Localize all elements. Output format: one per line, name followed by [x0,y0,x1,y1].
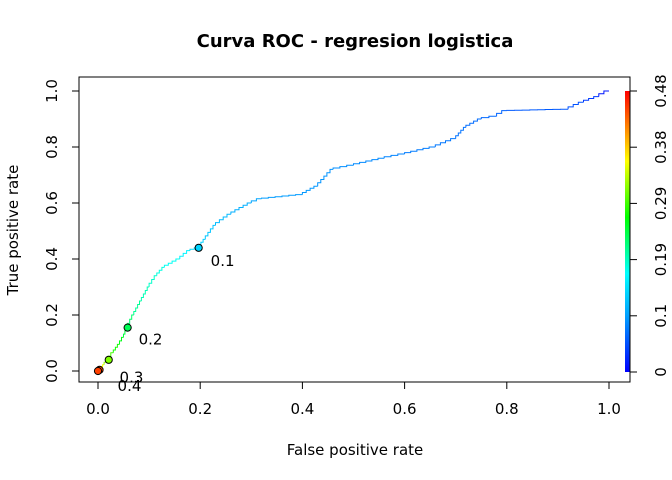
roc-segment [215,213,231,226]
cutoff-point [93,366,103,376]
roc-segment [148,275,157,287]
y-axis-label: True positive rate [4,165,22,297]
colorbar-tick-label: 0.1 [652,304,670,328]
y-axis: 0.0 0.2 0.4 0.6 0.8 1.0 [43,79,80,383]
x-tick-label: 0.0 [86,400,110,418]
roc-segment [465,118,482,128]
roc-segment [383,153,405,159]
y-tick-label: 0.2 [43,303,61,327]
roc-segment [156,266,165,276]
cutoff-point [123,323,132,332]
cutoff-point [194,243,203,252]
roc-segment [204,224,216,240]
x-tick-label: 0.4 [290,400,314,418]
cutoff-label: 0.1 [211,252,235,270]
colorbar-tick-label: 0.19 [652,243,670,276]
roc-segment [261,194,303,199]
y-tick-label: 0.0 [43,359,61,383]
roc-segment [567,101,584,110]
y-tick-label: 0.4 [43,247,61,271]
x-tick-label: 0.2 [188,400,212,418]
roc-segment [455,126,466,139]
roc-segment [434,138,456,147]
x-tick-label: 0.6 [393,400,417,418]
roc-segment [112,343,120,353]
cutoff-point [104,355,113,364]
roc-segment [140,286,150,301]
roc-segment [496,110,507,117]
roc-segment [163,258,180,268]
x-tick-label: 0.8 [495,400,519,418]
cutoff-label: 0.2 [139,331,163,349]
roc-segment [127,314,134,328]
roc-segment [179,250,190,259]
x-tick-label: 1.0 [597,400,621,418]
roc-segment [506,108,569,111]
roc-segment [583,96,599,103]
y-tick-label: 0.6 [43,191,61,215]
roc-curve [97,90,609,372]
roc-segment [404,146,436,154]
roc-segment [353,157,385,166]
cutoff-label: 0.4 [118,377,142,395]
colorbar [625,91,630,372]
roc-segment [301,185,318,195]
roc-segment [133,300,142,315]
roc-segment [598,90,609,97]
roc-segment [480,115,497,119]
roc-segment [332,164,354,170]
y-tick-label: 1.0 [43,79,61,103]
roc-segment [250,198,262,203]
cutoff-points [93,243,203,376]
colorbar-ticks: 0 0.1 0.19 0.29 0.38 0.48 [629,74,670,377]
colorbar-tick-label: 0.38 [652,130,670,163]
cutoff-label: 0.3 [120,369,144,387]
roc-segment [119,336,124,345]
cutoff-labels: 0.1 0.2 0.30.4 [118,252,235,395]
x-axis: 0.0 0.2 0.4 0.6 0.8 1.0 [86,381,621,418]
x-axis-label: False positive rate [287,441,424,459]
colorbar-tick-label: 0 [652,367,670,377]
roc-segment [317,168,334,187]
colorbar-tick-label: 0.29 [652,187,670,220]
colorbar-tick-label: 0.48 [652,74,670,107]
chart-title: Curva ROC - regresion logistica [197,31,514,52]
y-tick-label: 0.8 [43,135,61,159]
roc-segment [230,202,252,215]
